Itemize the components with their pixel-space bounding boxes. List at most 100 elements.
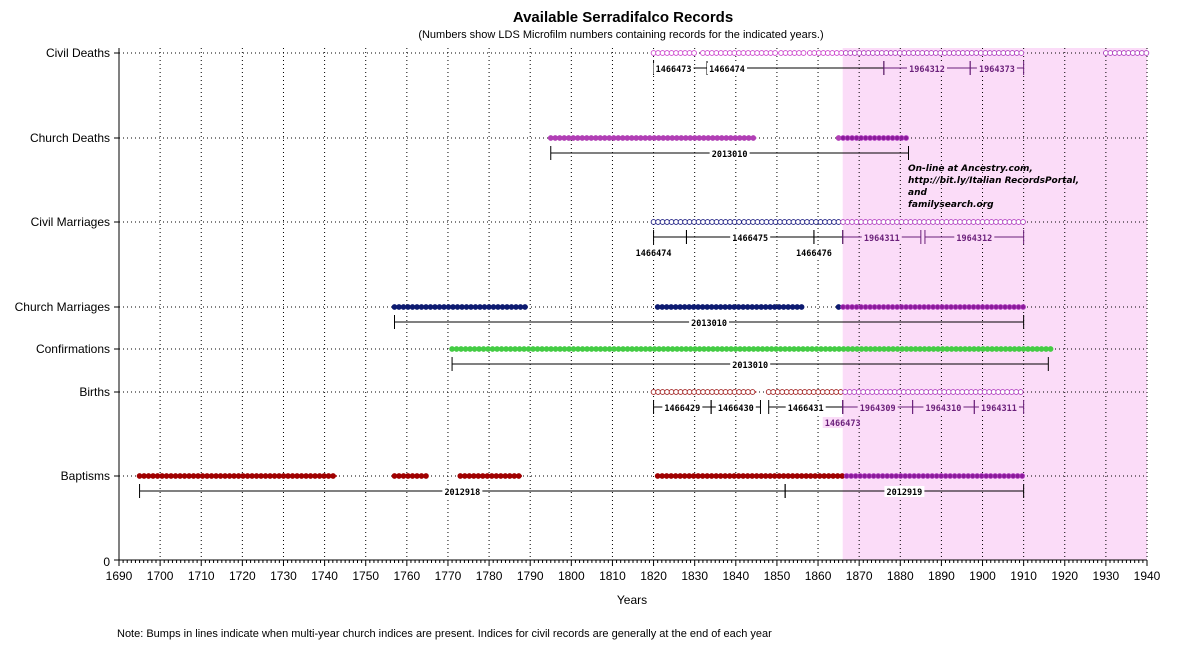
film-label-14: 1466431 [788,404,824,414]
film-label-bg-1 [707,63,748,74]
film-label-bg-16 [857,402,898,413]
film-label-18: 1964311 [981,404,1017,414]
film-label-bg-10 [689,317,730,328]
film-label-bg-8 [861,232,902,243]
series-marker-0-4 [1018,50,1025,56]
film-label-bg-12 [662,402,703,413]
x-tick-label-1770: 1770 [435,569,462,583]
x-tick-label-1850: 1850 [764,569,791,583]
series-marker-0-3 [800,50,807,56]
film-label-bg-7 [793,247,834,258]
series-5 [650,389,1024,395]
series-marker-5-0 [749,389,756,395]
online-note-line3: and [908,188,927,198]
chart-title: Available Serradifalco Records [513,9,733,26]
film-label-5: 1466474 [636,249,672,259]
series-marker-6-0 [330,473,336,479]
x-tick-label-1740: 1740 [311,569,338,583]
film-label-6: 1466475 [732,234,768,244]
series-marker-0-1 [740,50,747,56]
film-label-bg-15 [822,417,863,428]
x-tick-label-1940: 1940 [1134,569,1161,583]
series-3 [391,304,1026,310]
category-labels: Civil Deaths Church Deaths Civil Marriages… [15,46,110,483]
highlight-band [842,48,1147,560]
film-label-17: 1964310 [926,404,962,414]
category-label-5: Births [79,385,110,399]
film-label-20: 2012919 [886,488,922,498]
online-note-line2: http://bit.ly/Italian RecordsPortal, [908,176,1079,186]
series-6 [136,473,1026,479]
x-axis-title: Years [617,593,647,607]
x-tick-label-1890: 1890 [928,569,955,583]
x-tick-label-1760: 1760 [393,569,420,583]
film-label-3: 1964373 [979,65,1015,75]
category-label-6: Baptisms [61,469,110,483]
film-label-9: 1964312 [956,234,992,244]
x-tick-label-1820: 1820 [640,569,667,583]
series-markers [136,50,1150,479]
series-marker-3-2 [1020,304,1026,310]
x-tick-label-1780: 1780 [476,569,503,583]
series-marker-0-5 [1143,50,1150,56]
film-label-12: 1466429 [664,404,700,414]
film-label-19: 2012918 [444,488,480,498]
film-label-1: 1466474 [709,65,745,75]
category-label-4: Confirmations [36,342,110,356]
film-label-0: 1466473 [656,65,692,75]
x-tick-label-1750: 1750 [352,569,379,583]
film-label-2: 1964312 [909,65,945,75]
x-tick-label-1920: 1920 [1051,569,1078,583]
x-tick-label-1930: 1930 [1093,569,1120,583]
series-marker-2-1 [1020,219,1026,225]
film-label-bg-11 [730,359,771,370]
x-tick-label-1730: 1730 [270,569,297,583]
x-tick-label-1830: 1830 [681,569,708,583]
x-tick-label-1840: 1840 [722,569,749,583]
x-tick-label-1690: 1690 [106,569,133,583]
series-marker-6-1 [423,473,429,479]
online-note: On-line at Ancestry.com, http://bit.ly/I… [908,164,1079,210]
category-label-0: Civil Deaths [46,46,110,60]
x-tick-label-1860: 1860 [805,569,832,583]
series-marker-1-1 [903,135,909,141]
category-label-1: Church Deaths [30,131,110,145]
online-note-line4: familysearch.org [908,200,994,210]
footnote: Note: Bumps in lines indicate when multi… [117,628,772,640]
series-marker-0-2 [772,50,778,56]
series-marker-0-0 [691,50,697,56]
film-label-15: 1466473 [825,419,861,429]
film-label-bg-9 [954,232,995,243]
film-label-bg-19 [442,486,483,497]
film-label-7: 1466476 [796,249,832,259]
film-label-bg-14 [785,402,826,413]
category-label-2: Civil Marriages [31,215,110,229]
film-label-bg-5 [633,247,674,258]
x-tick-label-1880: 1880 [887,569,914,583]
x-tick-label-1900: 1900 [969,569,996,583]
series-marker-4-0 [1047,346,1054,352]
x-tick-labels: 1690 1700 1710 1720 1730 1740 1750 1760 1770 1780… [106,569,1161,583]
x-tick-label-1800: 1800 [558,569,585,583]
chart-subtitle: (Numbers show LDS Microfilm numbers cont… [418,29,823,41]
film-label-16: 1964309 [860,404,896,414]
series-marker-1-0 [750,135,757,141]
category-label-3: Church Marriages [15,300,110,314]
series-marker-3-0 [522,304,528,310]
film-label-8: 1964311 [864,234,900,244]
series-marker-3-1 [798,304,805,310]
x-tick-label-1700: 1700 [147,569,174,583]
online-note-line1: On-line at Ancestry.com, [908,164,1033,174]
series-0 [650,50,1150,56]
film-label-4: 2013010 [712,150,748,160]
film-label-bg-4 [709,148,750,159]
film-label-13: 1466430 [718,404,754,414]
film-label-bg-3 [976,63,1017,74]
microfilm-brackets: 1466473 1466474 1964312 1964373 2013010 14664… [139,61,1049,498]
series-2 [650,219,1026,225]
film-label-10: 2013010 [691,319,727,329]
film-label-bg-2 [907,63,948,74]
film-label-bg-18 [978,402,1019,413]
film-label-bg-17 [923,402,964,413]
